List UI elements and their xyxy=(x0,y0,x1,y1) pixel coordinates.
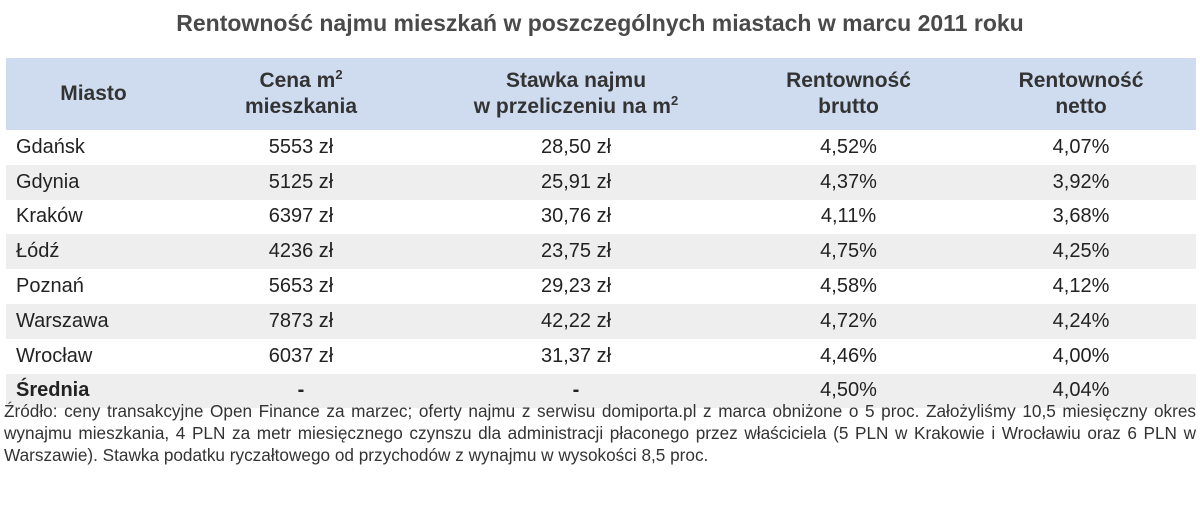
cell-rate: 28,50 zł xyxy=(540,135,612,158)
cell-brutto: 4,75% xyxy=(731,234,966,270)
cell-city: Wrocław xyxy=(16,344,93,367)
cell-netto: 3,68% xyxy=(1052,205,1110,228)
header-brutto-line1: Rentowność xyxy=(786,69,911,92)
cell-price: 4236 zł xyxy=(181,234,421,270)
chart-title: Rentowność najmu mieszkań w poszczególny… xyxy=(176,10,1024,36)
cell-netto: 4,07% xyxy=(1052,135,1110,158)
header-rate: Stawka najmu w przeliczeniu na m2 xyxy=(421,58,731,130)
header-brutto-line2: brutto xyxy=(818,95,879,118)
cell-rate: 31,37 zł xyxy=(540,344,612,367)
cell-price: 7873 zł xyxy=(181,303,421,339)
cell-rate: - xyxy=(421,373,731,409)
cell-brutto: 4,72% xyxy=(731,303,966,339)
cell-city: Łódź xyxy=(6,234,181,270)
cell-city: Gdynia xyxy=(6,164,181,200)
table-row: Łódź 4236 zł 23,75 zł 4,75% 4,25% xyxy=(6,234,1196,270)
table-row: Wrocław 6037 zł 31,37 zł 4,46% 4,00% xyxy=(6,339,1196,374)
table-row: Gdańsk 5553 zł 28,50 zł 4,52% 4,07% xyxy=(6,130,1196,165)
cell-price: - xyxy=(181,373,421,409)
header-rate-line1: Stawka najmu xyxy=(505,69,647,92)
header-city: Miasto xyxy=(6,58,181,130)
header-netto-line1: Rentowność xyxy=(1018,69,1144,92)
source-footnote: Źródło: ceny transakcyjne Open Finance z… xyxy=(4,401,1196,465)
header-price-sup: 2 xyxy=(335,67,343,82)
header-netto-line2: netto xyxy=(1055,95,1107,118)
header-rate-line2: w przeliczeniu na m xyxy=(473,95,671,118)
header-netto: Rentowność netto xyxy=(966,58,1196,130)
header-city-label: Miasto xyxy=(60,82,127,105)
rent-table: Miasto Cena m2 mieszkania Stawka najmu w… xyxy=(6,58,1196,409)
cell-city: Gdańsk xyxy=(16,135,85,158)
cell-netto: 4,24% xyxy=(966,303,1196,339)
cell-city: Średnia xyxy=(6,373,181,409)
cell-brutto: 4,52% xyxy=(820,135,877,158)
cell-netto: 4,12% xyxy=(1052,275,1110,298)
header-brutto: Rentowność brutto xyxy=(731,58,966,130)
average-row: Średnia - - 4,50% 4,04% xyxy=(6,373,1196,409)
header-price-line1: Cena m xyxy=(259,69,336,92)
cell-netto: 4,00% xyxy=(1052,344,1110,367)
cell-netto: 4,25% xyxy=(966,234,1196,270)
cell-brutto: 4,58% xyxy=(820,275,877,298)
table-row: Warszawa 7873 zł 42,22 zł 4,72% 4,24% xyxy=(6,303,1196,339)
cell-netto: 3,92% xyxy=(966,164,1196,200)
cell-rate: 29,23 zł xyxy=(540,275,612,298)
cell-price: 5125 zł xyxy=(181,164,421,200)
header-rate-sup: 2 xyxy=(670,93,679,108)
cell-city: Kraków xyxy=(16,205,83,228)
cell-rate: 30,76 zł xyxy=(540,205,612,228)
cell-brutto: 4,37% xyxy=(731,164,966,200)
table-row: Kraków 6397 zł 30,76 zł 4,11% 3,68% xyxy=(6,200,1196,235)
header-price: Cena m2 mieszkania xyxy=(181,58,421,130)
cell-rate: 23,75 zł xyxy=(421,234,731,270)
table-row: Gdynia 5125 zł 25,91 zł 4,37% 3,92% xyxy=(6,164,1196,200)
cell-rate: 42,22 zł xyxy=(421,303,731,339)
table-row: Poznań 5653 zł 29,23 zł 4,58% 4,12% xyxy=(6,269,1196,304)
cell-city: Poznań xyxy=(16,275,84,298)
cell-price: 6397 zł xyxy=(268,205,334,228)
cell-brutto: 4,11% xyxy=(820,205,877,228)
cell-brutto: 4,50% xyxy=(731,373,966,409)
cell-brutto: 4,46% xyxy=(820,344,877,367)
header-row: Miasto Cena m2 mieszkania Stawka najmu w… xyxy=(6,58,1196,130)
cell-netto: 4,04% xyxy=(966,373,1196,409)
cell-rate: 25,91 zł xyxy=(421,164,731,200)
cell-price: 5653 zł xyxy=(268,275,334,298)
header-price-line2: mieszkania xyxy=(244,95,358,118)
cell-city: Warszawa xyxy=(6,303,181,339)
cell-price: 6037 zł xyxy=(268,344,334,367)
cell-price: 5553 zł xyxy=(268,135,334,158)
